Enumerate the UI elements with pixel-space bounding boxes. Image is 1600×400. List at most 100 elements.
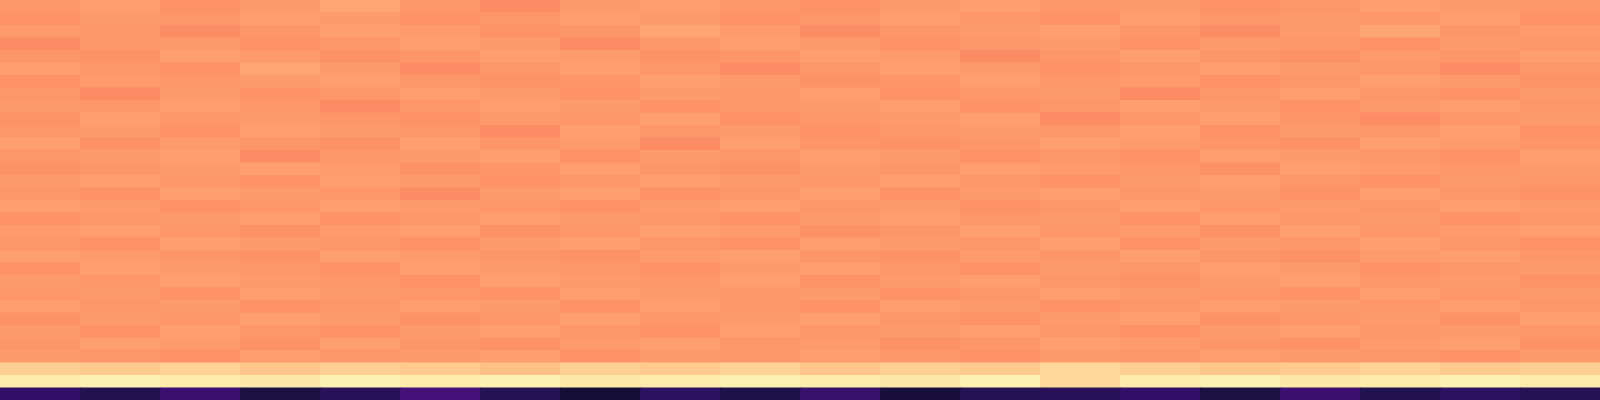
heatmap-cell	[880, 13, 961, 26]
heatmap-cell	[1040, 225, 1121, 238]
heatmap-cell	[960, 213, 1041, 226]
heatmap-cell	[1120, 138, 1201, 151]
heatmap-cell	[640, 50, 721, 63]
heatmap-cell	[1040, 363, 1121, 376]
heatmap-cell	[480, 263, 561, 276]
heatmap-cell	[80, 238, 161, 251]
heatmap-cell	[160, 188, 241, 201]
heatmap-cell	[240, 188, 321, 201]
heatmap-cell	[400, 225, 481, 238]
heatmap-cell	[560, 138, 641, 151]
heatmap-cell	[240, 75, 321, 88]
heatmap-cell	[1120, 13, 1201, 26]
heatmap-cell	[1440, 213, 1521, 226]
heatmap-cell	[1280, 88, 1361, 101]
heatmap-cell	[1520, 275, 1600, 288]
heatmap-cell	[560, 238, 641, 251]
heatmap-cell	[1280, 350, 1361, 363]
heatmap-cell	[400, 163, 481, 176]
heatmap-cell	[800, 263, 881, 276]
heatmap-cell	[480, 63, 561, 76]
heatmap-cell	[0, 113, 81, 126]
heatmap-cell	[720, 213, 801, 226]
heatmap-cell	[80, 275, 161, 288]
heatmap-cell	[800, 375, 881, 388]
heatmap-cell	[1120, 363, 1201, 376]
heatmap-cell	[160, 313, 241, 326]
heatmap-cell	[0, 225, 81, 238]
heatmap-cell	[400, 375, 481, 388]
heatmap-cell	[1200, 300, 1281, 313]
heatmap-cell	[0, 375, 81, 388]
heatmap-cell	[400, 25, 481, 38]
heatmap-cell	[560, 38, 641, 51]
heatmap-cell	[1200, 350, 1281, 363]
heatmap-cell	[1520, 175, 1600, 188]
heatmap-cell	[640, 25, 721, 38]
heatmap-cell	[1120, 25, 1201, 38]
heatmap-cell	[1280, 175, 1361, 188]
heatmap-cell	[1520, 188, 1600, 201]
heatmap-cell	[400, 350, 481, 363]
heatmap-cell	[720, 63, 801, 76]
heatmap-cell	[640, 363, 721, 376]
heatmap-cell	[720, 300, 801, 313]
heatmap-cell	[480, 300, 561, 313]
heatmap-cell	[1120, 125, 1201, 138]
heatmap-cell	[160, 350, 241, 363]
heatmap-cell	[1200, 0, 1281, 13]
heatmap-cell	[640, 163, 721, 176]
heatmap-cell	[1520, 100, 1600, 113]
heatmap-cell	[1200, 375, 1281, 388]
heatmap-cell	[1280, 200, 1361, 213]
heatmap-cell	[1440, 225, 1521, 238]
heatmap-cell	[1280, 113, 1361, 126]
heatmap-cell	[480, 25, 561, 38]
heatmap-cell	[880, 300, 961, 313]
heatmap-cell	[800, 200, 881, 213]
heatmap-cell	[720, 88, 801, 101]
heatmap-cell	[160, 213, 241, 226]
heatmap-cell	[1040, 138, 1121, 151]
heatmap-cell	[1440, 125, 1521, 138]
heatmap-cell	[960, 225, 1041, 238]
heatmap-cell	[960, 25, 1041, 38]
heatmap-cell	[1040, 100, 1121, 113]
heatmap-cell	[1040, 300, 1121, 313]
heatmap-cell	[560, 63, 641, 76]
heatmap-cell	[400, 138, 481, 151]
heatmap-cell	[400, 263, 481, 276]
heatmap-cell	[640, 13, 721, 26]
heatmap-cell	[0, 300, 81, 313]
heatmap-cell	[880, 163, 961, 176]
heatmap-cell	[640, 38, 721, 51]
heatmap-cell	[1520, 388, 1600, 400]
heatmap-cell	[400, 238, 481, 251]
heatmap-cell	[1200, 125, 1281, 138]
heatmap-cell	[800, 188, 881, 201]
heatmap-cell	[320, 75, 401, 88]
heatmap-cell	[960, 325, 1041, 338]
heatmap-cell	[240, 238, 321, 251]
heatmap-cell	[80, 88, 161, 101]
heatmap-cell	[720, 138, 801, 151]
heatmap-cell	[1200, 338, 1281, 351]
heatmap-cell	[0, 388, 81, 400]
heatmap-cell	[400, 250, 481, 263]
heatmap-cell	[1520, 363, 1600, 376]
heatmap-cell	[1280, 325, 1361, 338]
heatmap-cell	[160, 0, 241, 13]
heatmap-cell	[1120, 200, 1201, 213]
heatmap-cell	[720, 50, 801, 63]
heatmap-cell	[640, 0, 721, 13]
heatmap-cell	[880, 375, 961, 388]
heatmap-cell	[800, 88, 881, 101]
heatmap-cell	[320, 275, 401, 288]
heatmap-cell	[560, 225, 641, 238]
heatmap-cell	[560, 13, 641, 26]
heatmap-cell	[240, 13, 321, 26]
heatmap-cell	[1520, 163, 1600, 176]
heatmap-cell	[480, 213, 561, 226]
heatmap-cell	[1280, 163, 1361, 176]
heatmap-cell	[480, 163, 561, 176]
